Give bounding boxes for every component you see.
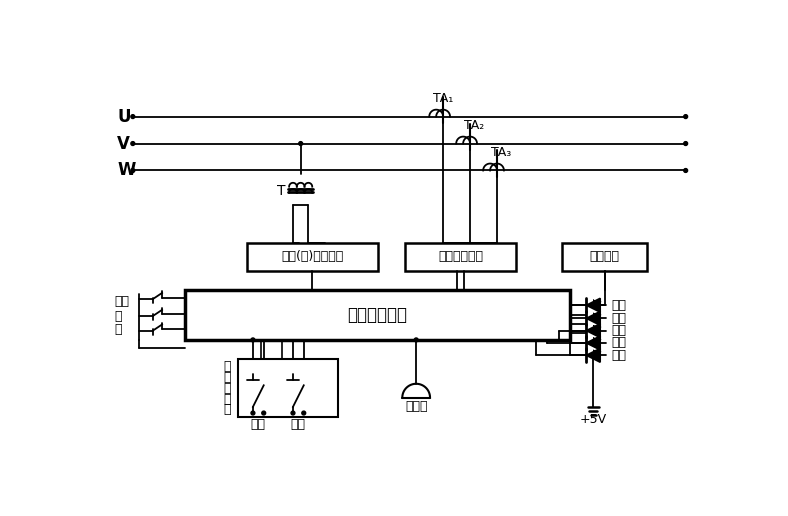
Text: 故障: 故障 <box>611 349 626 362</box>
Text: 继: 继 <box>224 360 232 374</box>
Circle shape <box>131 115 135 119</box>
Polygon shape <box>586 348 600 362</box>
Text: 输: 输 <box>224 393 232 406</box>
Text: U: U <box>117 108 131 125</box>
Text: 器: 器 <box>224 382 232 395</box>
Text: 减: 减 <box>114 324 122 336</box>
Circle shape <box>299 141 303 146</box>
Text: 参数: 参数 <box>611 336 626 349</box>
Circle shape <box>131 169 135 172</box>
Text: V: V <box>117 135 130 153</box>
Circle shape <box>414 338 418 342</box>
Polygon shape <box>586 311 600 325</box>
Circle shape <box>131 141 135 146</box>
Polygon shape <box>586 324 600 337</box>
Text: 蜂鸣器: 蜂鸣器 <box>405 400 427 413</box>
Text: 数字显示: 数字显示 <box>590 250 620 263</box>
Text: 出: 出 <box>224 404 232 416</box>
Circle shape <box>251 338 255 342</box>
Text: TA₃: TA₃ <box>491 146 511 159</box>
Polygon shape <box>586 336 600 350</box>
Circle shape <box>262 411 266 415</box>
Polygon shape <box>586 298 600 312</box>
Circle shape <box>684 115 688 119</box>
Bar <box>185 290 571 340</box>
Text: 参数: 参数 <box>114 295 129 308</box>
Circle shape <box>684 141 688 146</box>
Text: 增: 增 <box>114 310 122 322</box>
Text: TA₂: TA₂ <box>464 119 484 132</box>
Text: 三相电流检测: 三相电流检测 <box>438 250 483 263</box>
Text: 故障: 故障 <box>251 418 266 431</box>
Circle shape <box>302 411 306 415</box>
Text: 频率: 频率 <box>611 324 626 337</box>
Text: 飞车: 飞车 <box>291 418 306 431</box>
Circle shape <box>291 411 295 415</box>
Bar <box>404 243 516 270</box>
Text: W: W <box>117 162 136 180</box>
Text: 电流: 电流 <box>611 312 626 325</box>
Circle shape <box>251 411 255 415</box>
Bar <box>237 359 337 417</box>
Text: 单相(线)电压检测: 单相(线)电压检测 <box>281 250 344 263</box>
Text: 电: 电 <box>224 371 232 384</box>
Bar <box>247 243 377 270</box>
Text: 微电脑控制板: 微电脑控制板 <box>348 306 407 324</box>
Circle shape <box>684 169 688 172</box>
Text: T: T <box>277 184 286 198</box>
Bar <box>563 243 647 270</box>
Text: TA₁: TA₁ <box>433 92 453 105</box>
Text: 电压: 电压 <box>611 299 626 312</box>
Text: +5V: +5V <box>580 413 607 426</box>
